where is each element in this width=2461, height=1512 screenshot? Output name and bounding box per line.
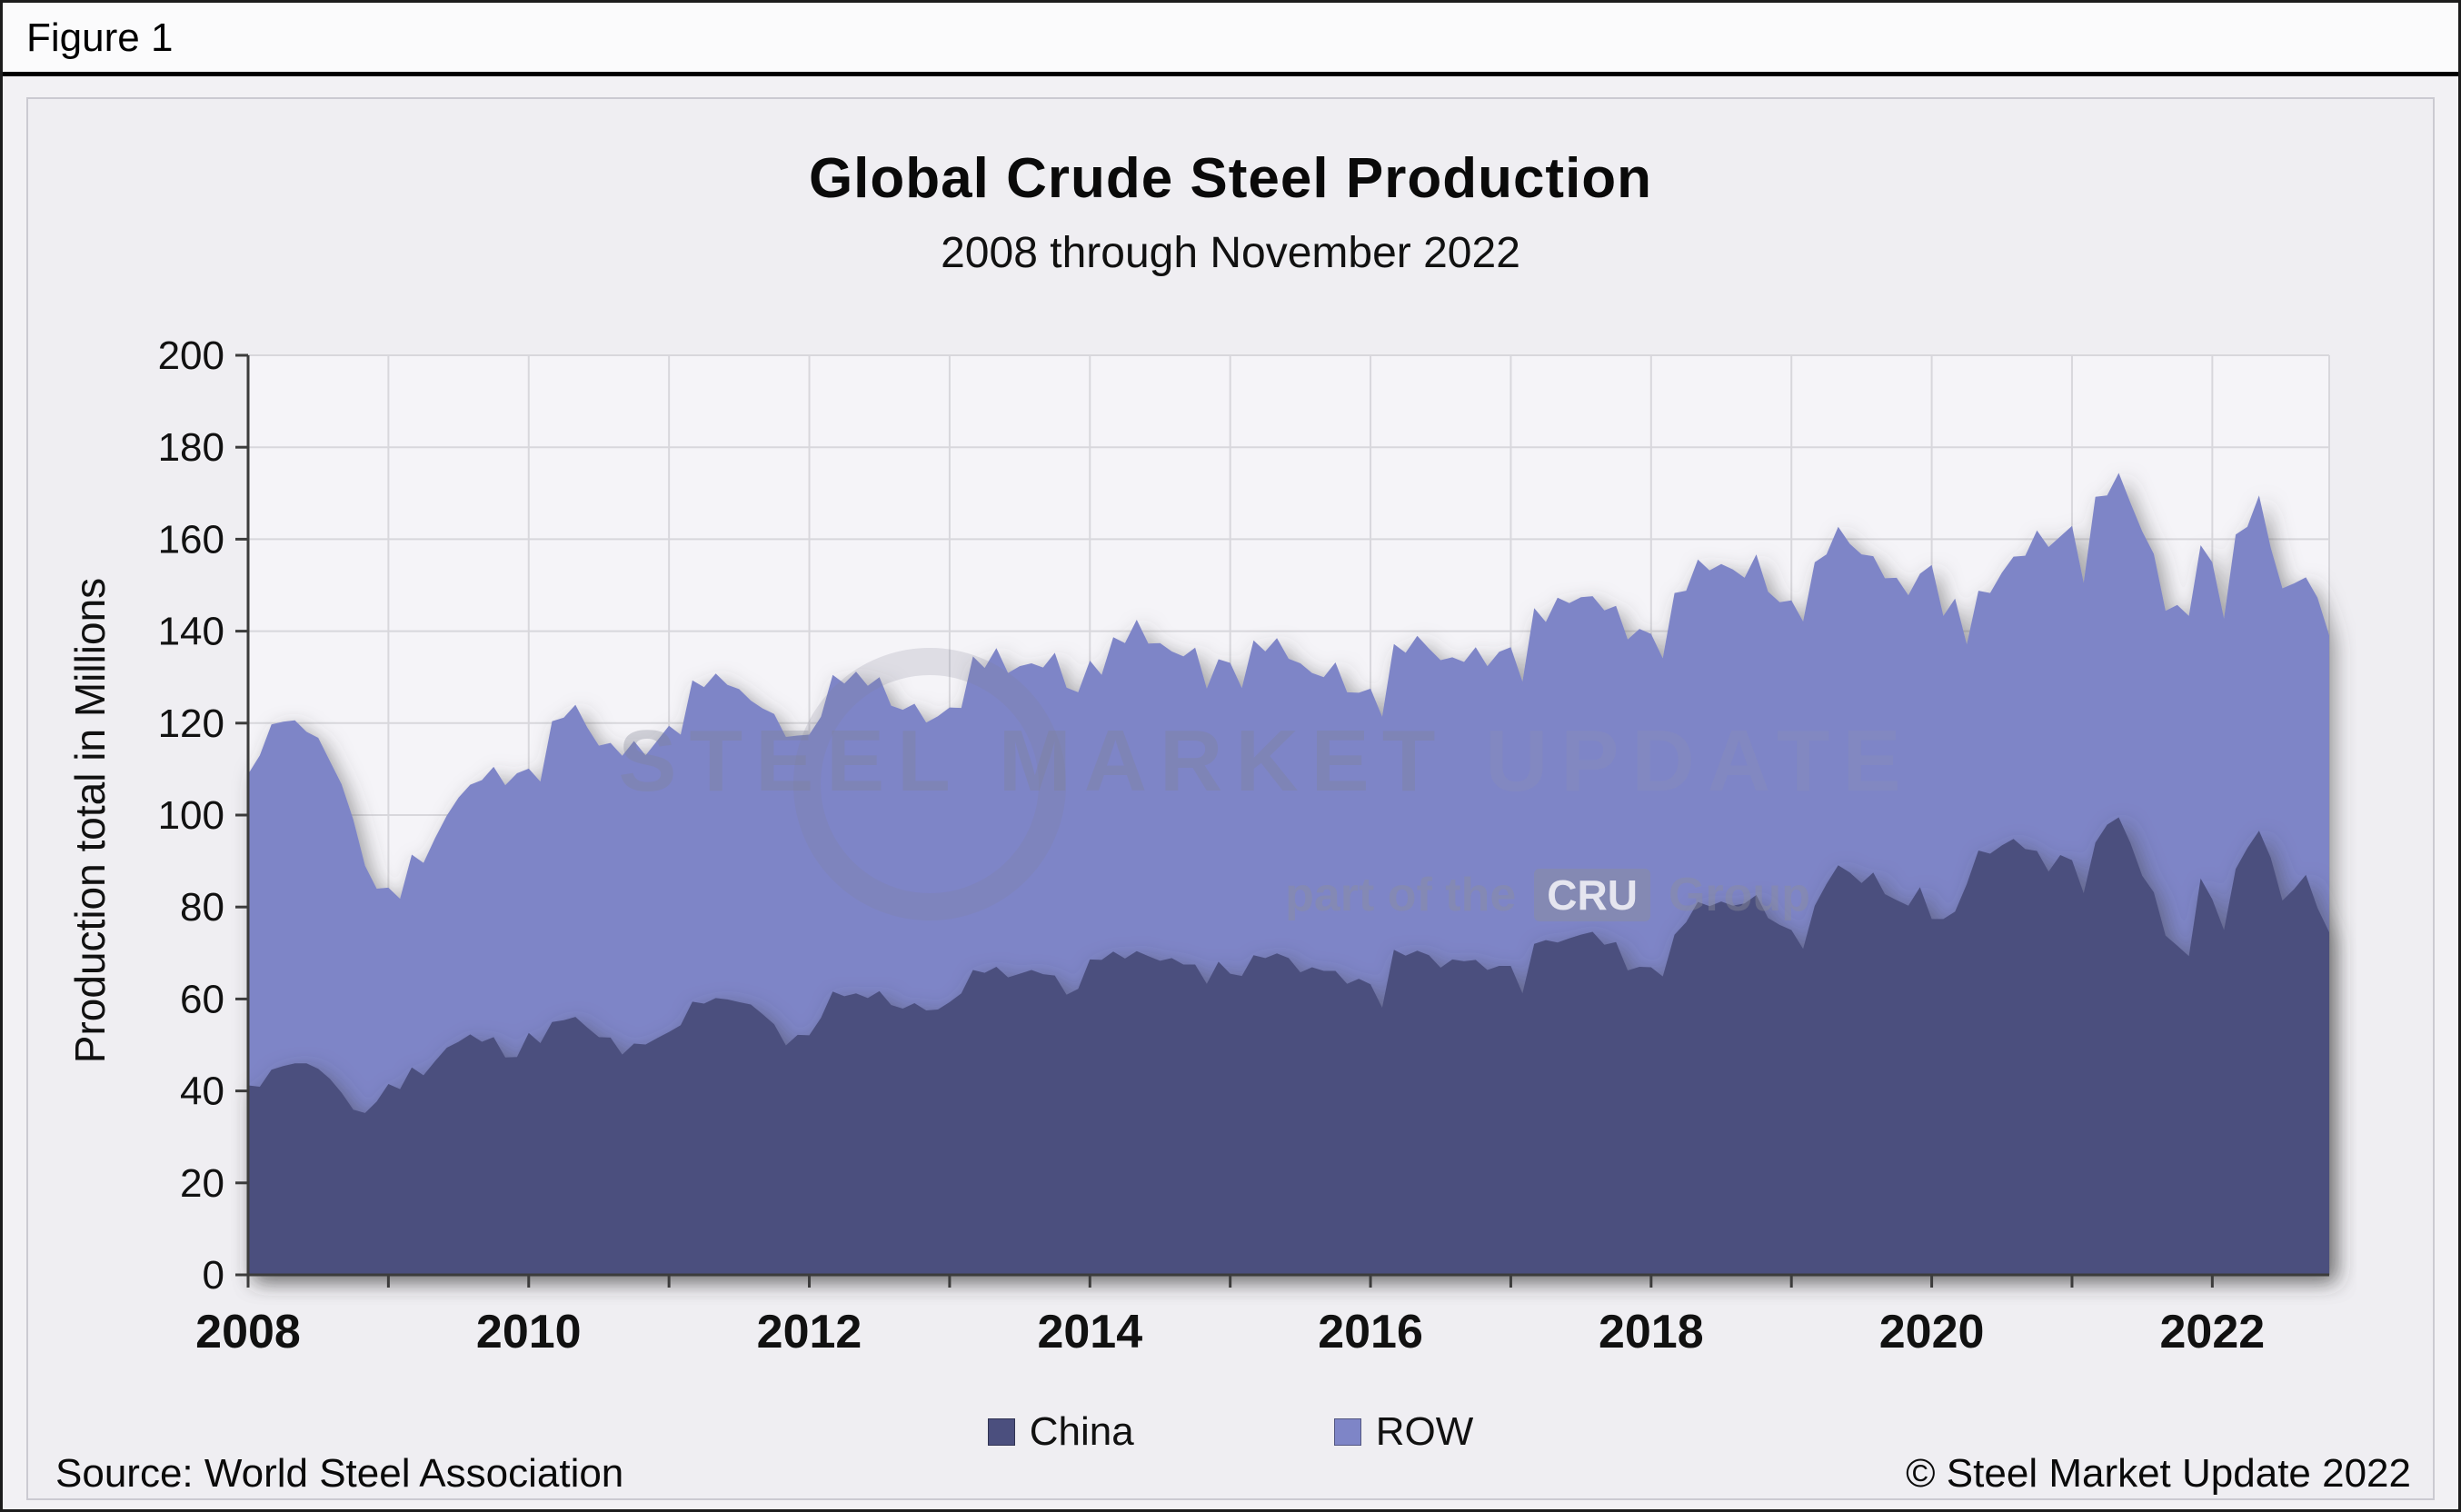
legend-label-row: ROW xyxy=(1375,1409,1474,1454)
figure-label: Figure 1 xyxy=(26,15,174,60)
figure-header: Figure 1 xyxy=(3,3,2458,76)
legend-item-row: ROW xyxy=(1333,1409,1474,1455)
chart-title: Global Crude Steel Production xyxy=(808,147,1653,210)
svg-text:2020: 2020 xyxy=(1879,1306,1985,1358)
svg-text:120: 120 xyxy=(158,701,224,746)
svg-text:2010: 2010 xyxy=(476,1306,582,1358)
y-axis-title: Production total in Millions xyxy=(66,577,114,1064)
svg-text:200: 200 xyxy=(158,333,224,378)
source-attribution: Source: World Steel Association xyxy=(55,1451,624,1496)
legend-item-china: China xyxy=(987,1409,1134,1455)
axis-tick-labels: 0 20 40 60 80 100 120 140 160 180 200 2008 2010 2012 2… xyxy=(158,333,2266,1358)
svg-text:2012: 2012 xyxy=(757,1306,862,1358)
china-color-swatch xyxy=(987,1418,1015,1446)
chart-legend: China ROW xyxy=(3,1409,2458,1455)
svg-text:180: 180 xyxy=(158,425,224,470)
steel-production-area-chart: 0 20 40 60 80 100 120 140 160 180 200 2008 2010 2012 2… xyxy=(158,333,2330,1358)
svg-text:40: 40 xyxy=(180,1069,224,1114)
svg-text:160: 160 xyxy=(158,517,224,562)
stacked-areas xyxy=(248,472,2329,1275)
svg-text:140: 140 xyxy=(158,610,224,654)
row-color-swatch xyxy=(1333,1418,1361,1446)
copyright-notice: © Steel Market Update 2022 xyxy=(1906,1451,2411,1496)
svg-text:2014: 2014 xyxy=(1037,1306,1142,1358)
axes xyxy=(235,353,2329,1288)
svg-text:2022: 2022 xyxy=(2160,1306,2266,1358)
svg-text:2018: 2018 xyxy=(1599,1306,1704,1358)
svg-text:60: 60 xyxy=(180,977,224,1021)
svg-text:100: 100 xyxy=(158,793,224,838)
china-area xyxy=(248,817,2329,1275)
legend-label-china: China xyxy=(1029,1409,1134,1454)
svg-text:0: 0 xyxy=(203,1253,224,1298)
svg-text:80: 80 xyxy=(180,885,224,930)
svg-text:20: 20 xyxy=(180,1161,224,1206)
svg-text:2016: 2016 xyxy=(1318,1306,1423,1358)
chart-subtitle: 2008 through November 2022 xyxy=(941,229,1520,277)
svg-text:2008: 2008 xyxy=(195,1306,301,1358)
